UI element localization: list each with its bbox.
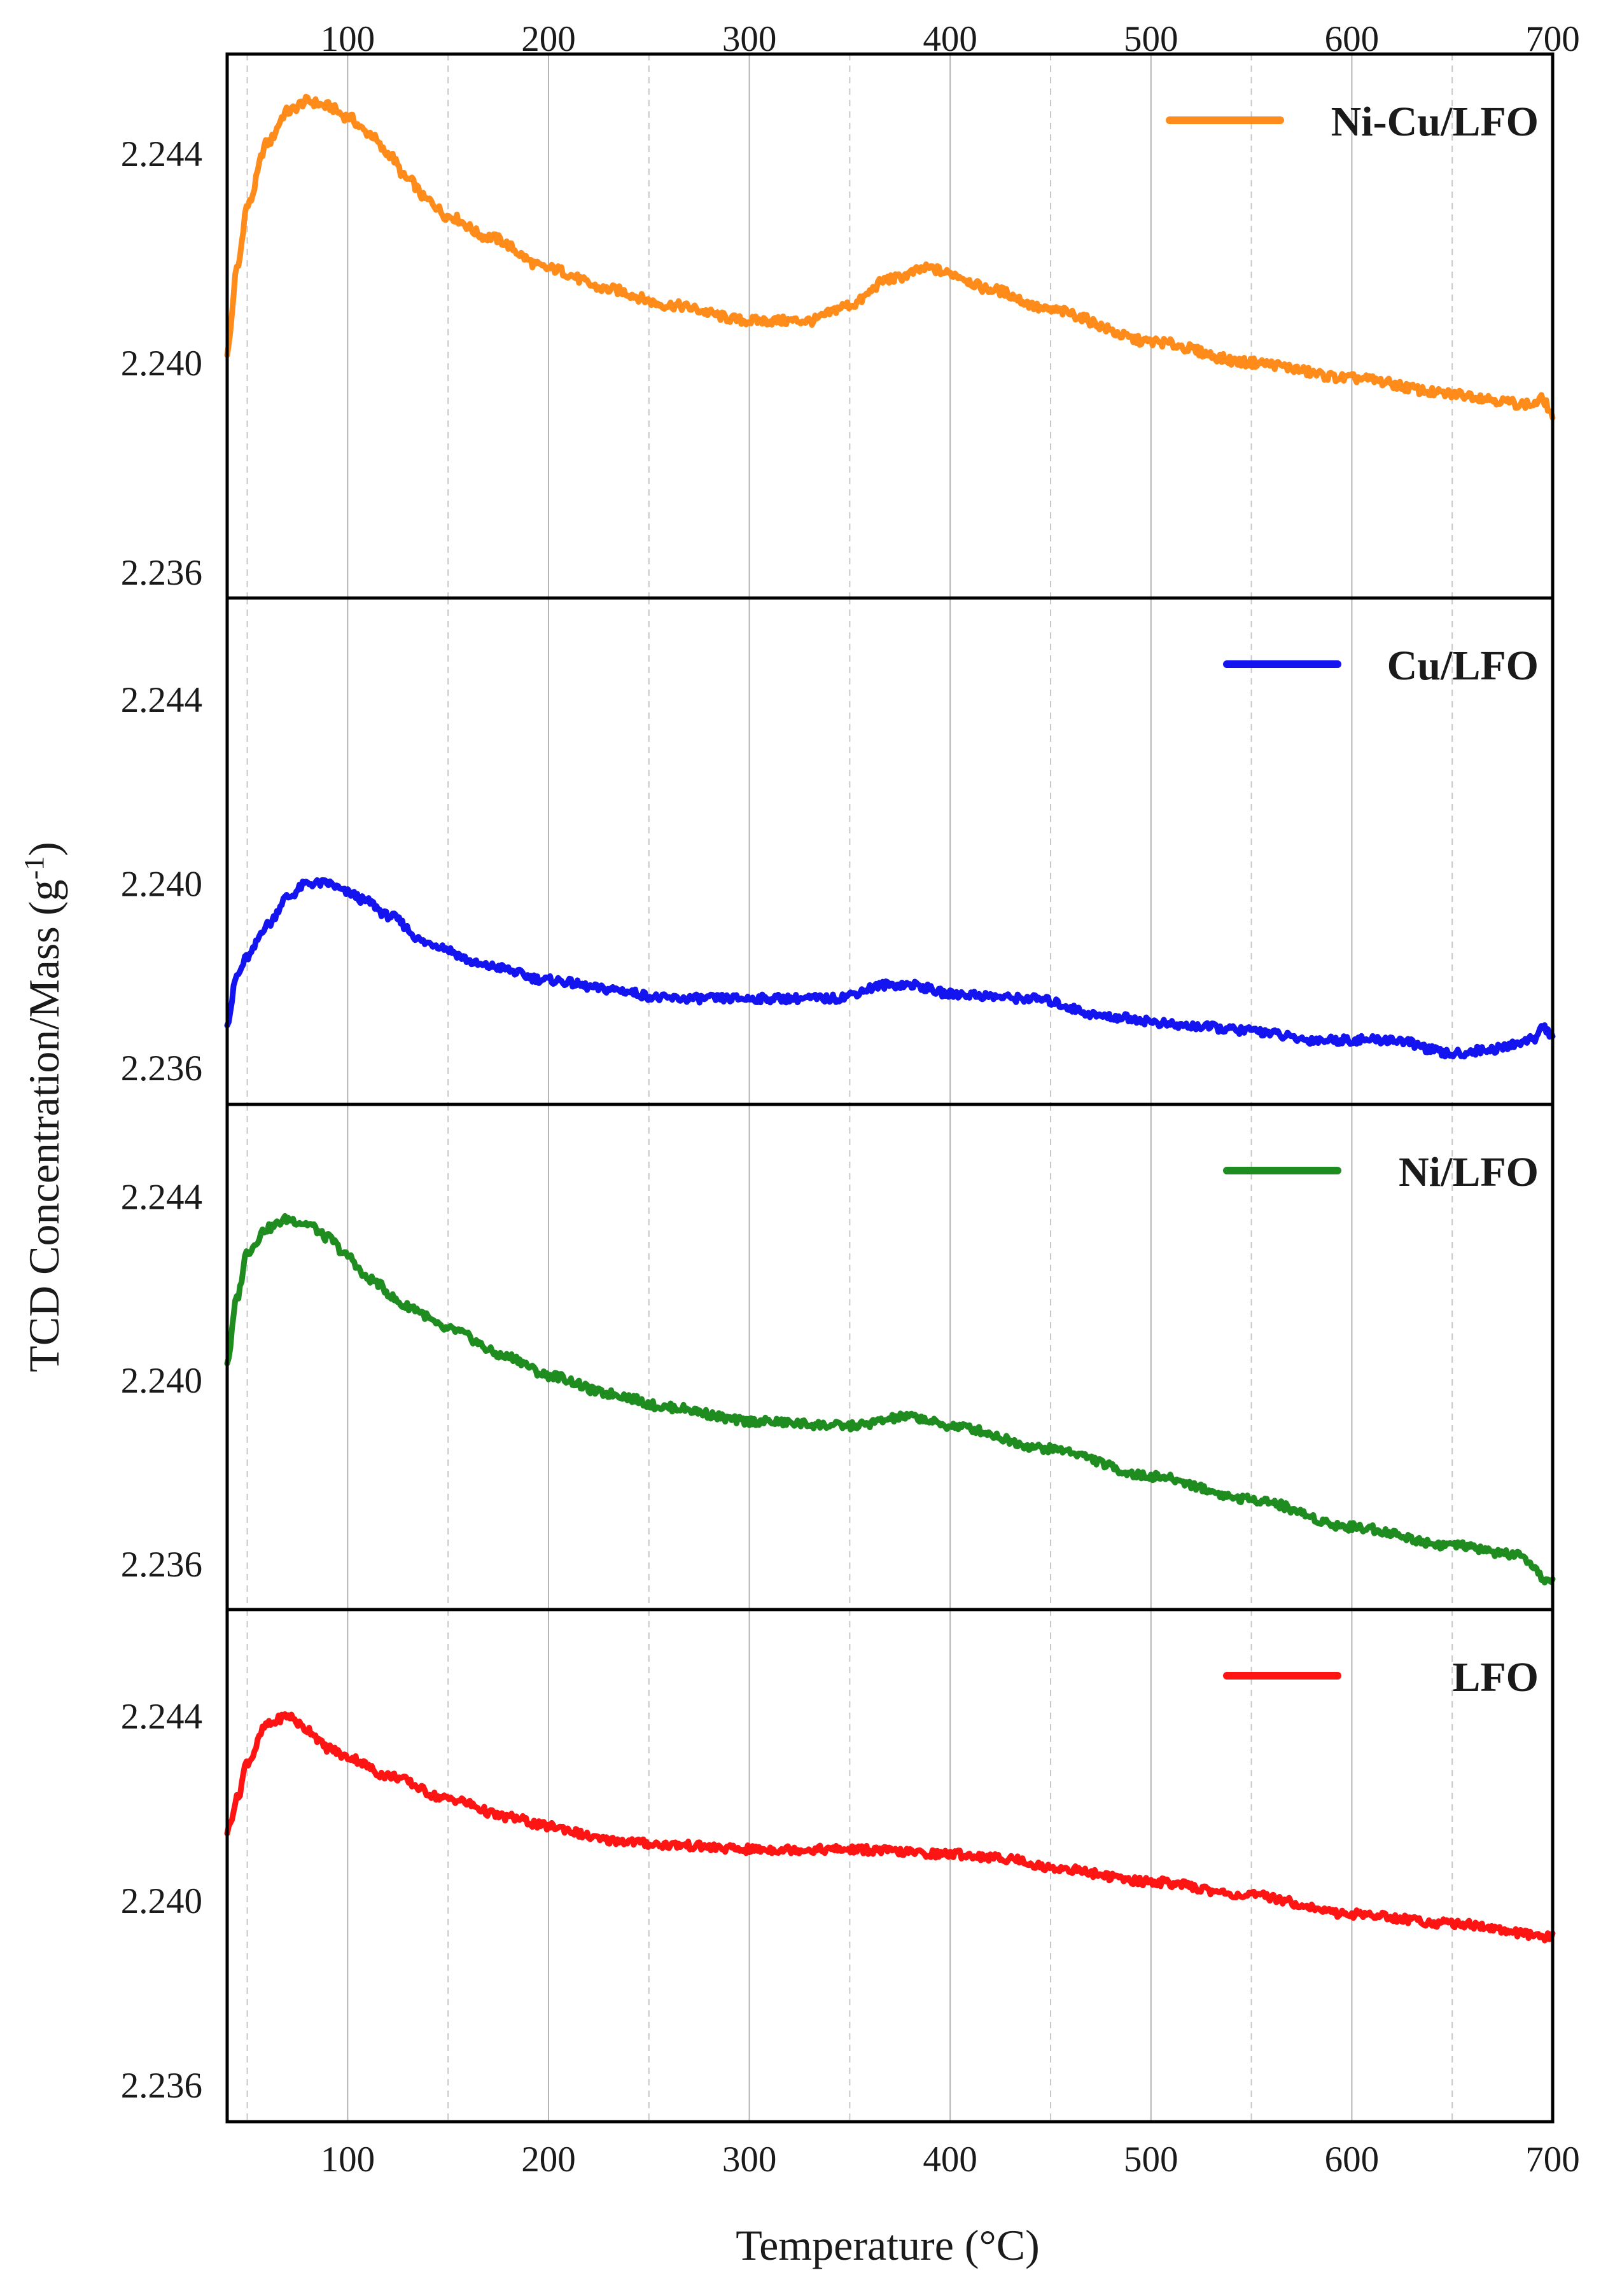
y-tick-label: 2.240 bbox=[121, 1881, 202, 1921]
bottom-x-tick-label: 200 bbox=[521, 2139, 576, 2180]
bottom-x-tick-label: 500 bbox=[1124, 2139, 1178, 2180]
bottom-x-tick-label: 100 bbox=[321, 2139, 375, 2180]
bottom-x-tick-label: 400 bbox=[923, 2139, 977, 2180]
bottom-x-tick-label: 600 bbox=[1325, 2139, 1380, 2180]
series-line-ni-lfo bbox=[224, 1213, 1556, 1586]
y-tick-label: 2.240 bbox=[121, 1361, 202, 1401]
y-tick-label: 2.236 bbox=[121, 2066, 202, 2106]
legend-label: Ni/LFO bbox=[1399, 1149, 1539, 1195]
y-tick-label: 2.236 bbox=[121, 553, 202, 593]
y-axis-title-superscript: -1 bbox=[18, 856, 50, 880]
panel-frame bbox=[225, 1608, 1555, 2124]
series-line-lfo bbox=[224, 1711, 1556, 1944]
y-tick-label: 2.244 bbox=[121, 134, 202, 174]
y-axis-title: TCD Concentration/Mass (g-1) bbox=[18, 842, 68, 1372]
panel-ni-cu-lfo: 2.236 2.240 2.244 Ni-Cu/LFO bbox=[121, 52, 1556, 600]
bottom-x-tick-label: 700 bbox=[1525, 2139, 1580, 2180]
series-line-cu-lfo bbox=[224, 877, 1556, 1060]
legend-label: LFO bbox=[1452, 1654, 1539, 1701]
panel-lfo: 2.236 2.240 2.244 LFO bbox=[121, 1608, 1556, 2124]
y-tick-label: 2.240 bbox=[121, 865, 202, 905]
y-tick-label: 2.236 bbox=[121, 1048, 202, 1089]
y-tick-label: 2.244 bbox=[121, 1177, 202, 1217]
x-axis-title: Temperature (°C) bbox=[736, 2221, 1039, 2269]
panels-group: 2.236 2.240 2.244 Ni-Cu/LFO 2.236 2.240 2.244 C… bbox=[121, 52, 1556, 2124]
legend-label: Cu/LFO bbox=[1387, 643, 1539, 689]
y-tick-label: 2.244 bbox=[121, 1697, 202, 1737]
panel-ni-lfo: 2.236 2.240 2.244 Ni/LFO bbox=[121, 1103, 1556, 1611]
y-tick-label: 2.236 bbox=[121, 1545, 202, 1585]
y-axis-title-main: TCD Concentration/Mass (g bbox=[20, 879, 68, 1372]
y-axis-title-close: ) bbox=[20, 842, 68, 856]
bottom-x-tick-label: 300 bbox=[722, 2139, 777, 2180]
legend-label: Ni-Cu/LFO bbox=[1331, 99, 1539, 145]
y-tick-label: 2.240 bbox=[121, 344, 202, 384]
y-tick-label: 2.244 bbox=[121, 680, 202, 720]
series-line-ni-cu-lfo bbox=[224, 94, 1556, 421]
bottom-x-axis-ticks: 100 200 300 400 500 600 700 bbox=[321, 2139, 1580, 2180]
